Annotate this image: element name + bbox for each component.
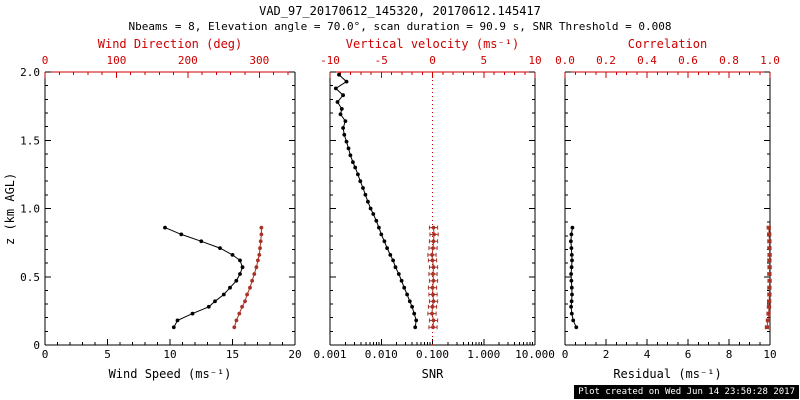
svg-text:1.5: 1.5 bbox=[20, 134, 40, 147]
wind-direction-axis-title: Wind Direction (deg) bbox=[97, 37, 243, 51]
svg-text:0: 0 bbox=[42, 348, 49, 361]
svg-text:1.000: 1.000 bbox=[467, 348, 500, 361]
correlation-series bbox=[764, 225, 772, 330]
svg-text:0.5: 0.5 bbox=[20, 271, 40, 284]
svg-text:10: 10 bbox=[528, 54, 541, 67]
svg-text:-5: -5 bbox=[375, 54, 388, 67]
svg-text:5: 5 bbox=[104, 348, 111, 361]
svg-text:0.100: 0.100 bbox=[416, 348, 449, 361]
z-axis-title: z (km AGL) bbox=[3, 172, 17, 245]
svg-text:6: 6 bbox=[685, 348, 692, 361]
svg-text:0.001: 0.001 bbox=[313, 348, 346, 361]
svg-text:0: 0 bbox=[562, 348, 569, 361]
svg-text:0: 0 bbox=[33, 339, 40, 352]
svg-text:10.000: 10.000 bbox=[515, 348, 555, 361]
svg-text:-10: -10 bbox=[320, 54, 340, 67]
svg-text:20: 20 bbox=[288, 348, 301, 361]
residual-axis-title: Residual (ms⁻¹) bbox=[613, 367, 722, 381]
svg-text:5: 5 bbox=[480, 54, 487, 67]
vertical-velocity-axis-title: Vertical velocity (ms⁻¹) bbox=[345, 37, 520, 51]
residual-profile-series bbox=[569, 225, 579, 330]
snr-panel: 0.001 0.010 0.100 1.000 10.000 -10 -5 0 5 10 bbox=[313, 54, 554, 361]
svg-text:4: 4 bbox=[644, 348, 651, 361]
svg-text:2.0: 2.0 bbox=[20, 66, 40, 79]
plot-subtitle: Nbeams = 8, Elevation angle = 70.0°, sca… bbox=[128, 20, 672, 33]
correlation-axis-title: Correlation bbox=[627, 37, 708, 51]
svg-text:0: 0 bbox=[429, 54, 436, 67]
svg-text:0.2: 0.2 bbox=[596, 54, 616, 67]
svg-text:10: 10 bbox=[163, 348, 176, 361]
residual-panel: 0 2 4 6 8 10 0.0 0.2 0.4 0.6 0.8 1.0 bbox=[555, 54, 780, 361]
svg-text:1.0: 1.0 bbox=[20, 203, 40, 216]
wind-speed-axis-title: Wind Speed (ms⁻¹) bbox=[108, 367, 232, 381]
snr-profile-series bbox=[333, 72, 419, 330]
svg-text:1.0: 1.0 bbox=[760, 54, 780, 67]
svg-text:15: 15 bbox=[226, 348, 239, 361]
svg-text:0.4: 0.4 bbox=[637, 54, 657, 67]
svg-text:0.8: 0.8 bbox=[719, 54, 739, 67]
svg-text:2: 2 bbox=[603, 348, 610, 361]
wind-direction-series bbox=[232, 225, 264, 330]
svg-text:0: 0 bbox=[42, 54, 49, 67]
vertical-velocity-series bbox=[427, 225, 439, 330]
svg-text:0.010: 0.010 bbox=[365, 348, 398, 361]
snr-axis-title: SNR bbox=[421, 367, 444, 381]
svg-text:0.6: 0.6 bbox=[678, 54, 698, 67]
wind-speed-series bbox=[163, 225, 245, 330]
svg-text:0.0: 0.0 bbox=[555, 54, 575, 67]
svg-text:100: 100 bbox=[106, 54, 126, 67]
svg-text:200: 200 bbox=[178, 54, 198, 67]
svg-text:10: 10 bbox=[763, 348, 776, 361]
plot-title: VAD_97_20170612_145320, 20170612.145417 bbox=[259, 4, 541, 18]
svg-text:8: 8 bbox=[726, 348, 733, 361]
svg-text:300: 300 bbox=[249, 54, 269, 67]
creation-timestamp: Plot created on Wed Jun 14 23:50:28 2017 bbox=[574, 385, 799, 399]
